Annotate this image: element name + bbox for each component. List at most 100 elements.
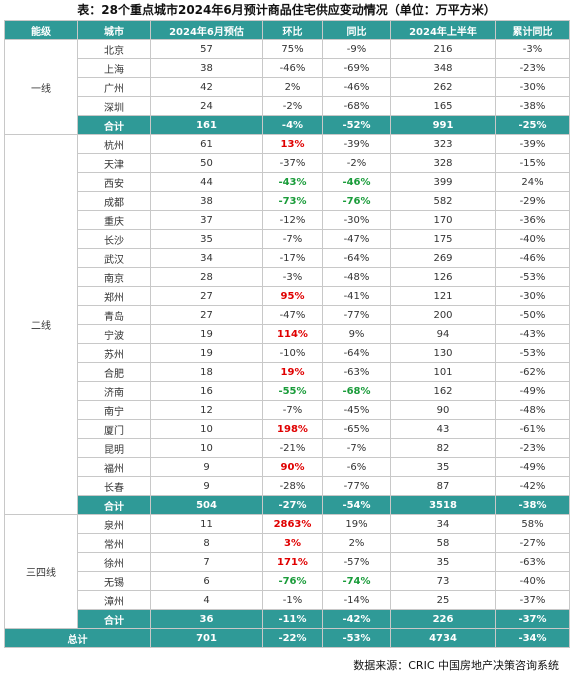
table-cell: 19 — [150, 343, 263, 363]
table-cell: 济南 — [77, 381, 151, 401]
subtotal-cell: -25% — [495, 115, 570, 135]
table-cell: -57% — [322, 552, 391, 572]
table-cell: -62% — [495, 362, 570, 382]
table-cell: -30% — [495, 286, 570, 306]
table-cell: 19 — [150, 324, 263, 344]
table-cell: 昆明 — [77, 438, 151, 458]
table-cell: 长沙 — [77, 229, 151, 249]
table-cell: -37% — [262, 153, 323, 173]
table-cell: -69% — [322, 58, 391, 78]
table-cell: 9% — [322, 324, 391, 344]
table-cell: -7% — [262, 229, 323, 249]
table-cell: -46% — [322, 172, 391, 192]
table-cell: 87 — [390, 476, 496, 496]
table-cell: 38 — [150, 191, 263, 211]
table-cell: 38 — [150, 58, 263, 78]
table-cell: 无锡 — [77, 571, 151, 591]
table-cell: 19% — [322, 514, 391, 534]
data-row: 青岛 27 -47% -77% 200 -50% — [5, 305, 570, 325]
table-cell: -39% — [495, 134, 570, 154]
table-cell: -41% — [322, 286, 391, 306]
table-cell: -47% — [262, 305, 323, 325]
data-row: 二线 杭州 61 13% -39% 323 -39% — [4, 134, 570, 515]
table-cell: 西安 — [77, 172, 151, 192]
data-row: 济南 16 -55% -68% 162 -49% — [5, 381, 570, 401]
table-cell: -23% — [495, 58, 570, 78]
data-row: 上海 38 -46% -69% 348 -23% — [5, 58, 570, 78]
table-cell: -46% — [322, 77, 391, 97]
table-cell: 12 — [150, 400, 263, 420]
table-cell: 170 — [390, 210, 496, 230]
subtotal-cell: -54% — [322, 495, 391, 515]
table-cell: -77% — [322, 476, 391, 496]
total-cell: 701 — [150, 628, 263, 648]
table-cell: 宁波 — [77, 324, 151, 344]
table-cell: 杭州 — [77, 134, 151, 154]
data-row: 漳州 4 -1% -14% 25 -37% — [5, 590, 570, 610]
table-cell: -68% — [322, 96, 391, 116]
table-cell: 165 — [390, 96, 496, 116]
head: 能级 城市 2024年6月预估 环比 同比 2024年上半年 累计同比 — [4, 20, 570, 40]
table-cell: 16 — [150, 381, 263, 401]
table-cell: 73 — [390, 571, 496, 591]
data-row: 天津 50 -37% -2% 328 -15% — [5, 153, 570, 173]
table-cell: -63% — [322, 362, 391, 382]
table-cell: -37% — [495, 590, 570, 610]
data-row: 厦门 10 198% -65% 43 -61% — [5, 419, 570, 439]
table-cell: 58% — [495, 514, 570, 534]
subtotal-cell: -27% — [262, 495, 323, 515]
data-row: 长春 9 -28% -77% 87 -42% — [5, 476, 570, 496]
data-row: 徐州 7 171% -57% 35 -63% — [5, 552, 570, 572]
header-cell: 累计同比 — [495, 20, 570, 40]
header-cell: 环比 — [262, 20, 323, 40]
table-cell: -40% — [495, 571, 570, 591]
table-cell: -64% — [322, 248, 391, 268]
table-cell: 重庆 — [77, 210, 151, 230]
data-row: 宁波 19 114% 9% 94 -43% — [5, 324, 570, 344]
subtotal-cell: 226 — [390, 609, 496, 629]
subtotal-cell: 504 — [150, 495, 263, 515]
tot: 总计 701 -22% -53% 4734 -34% — [4, 628, 570, 648]
table-cell: 58 — [390, 533, 496, 553]
table-cell: 19% — [262, 362, 323, 382]
table-cell: 2% — [322, 533, 391, 553]
table-cell: 24% — [495, 172, 570, 192]
supply-table: 能级 城市 2024年6月预估 环比 同比 2024年上半年 累计同比 一线 北京 57 75% -9… — [4, 20, 570, 648]
table-cell: 徐州 — [77, 552, 151, 572]
subtotal-cell: 161 — [150, 115, 263, 135]
data-row: 郑州 27 95% -41% 121 -30% — [5, 286, 570, 306]
table-cell: -6% — [322, 457, 391, 477]
table-cell: -3% — [495, 39, 570, 59]
table-cell: 323 — [390, 134, 496, 154]
table-cell: 11 — [150, 514, 263, 534]
table-cell: 北京 — [77, 39, 151, 59]
table-cell: 青岛 — [77, 305, 151, 325]
data-row: 广州 42 2% -46% 262 -30% — [5, 77, 570, 97]
data-row: 重庆 37 -12% -30% 170 -36% — [5, 210, 570, 230]
table-cell: 2% — [262, 77, 323, 97]
table-cell: 合肥 — [77, 362, 151, 382]
subtotal-cell: 合计 — [77, 115, 151, 135]
table-cell: -30% — [495, 77, 570, 97]
table-cell: -36% — [495, 210, 570, 230]
table-cell: 13% — [262, 134, 323, 154]
table-cell: 泉州 — [77, 514, 151, 534]
data-row: 合肥 18 19% -63% 101 -62% — [5, 362, 570, 382]
table-cell: -28% — [262, 476, 323, 496]
table-cell: -77% — [322, 305, 391, 325]
level-cell: 三四线 — [4, 514, 78, 629]
table-cell: -53% — [495, 267, 570, 287]
subtotal-cell: -42% — [322, 609, 391, 629]
subtotal-cell: 3518 — [390, 495, 496, 515]
table-cell: -65% — [322, 419, 391, 439]
data-row: 武汉 34 -17% -64% 269 -46% — [5, 248, 570, 268]
subtotal-cell: -11% — [262, 609, 323, 629]
table-cell: -42% — [495, 476, 570, 496]
table-cell: -2% — [262, 96, 323, 116]
table-cell: 6 — [150, 571, 263, 591]
table-cell: -3% — [262, 267, 323, 287]
table-cell: 南京 — [77, 267, 151, 287]
table-cell: 43 — [390, 419, 496, 439]
subtotal-cell: 991 — [390, 115, 496, 135]
table-cell: -12% — [262, 210, 323, 230]
